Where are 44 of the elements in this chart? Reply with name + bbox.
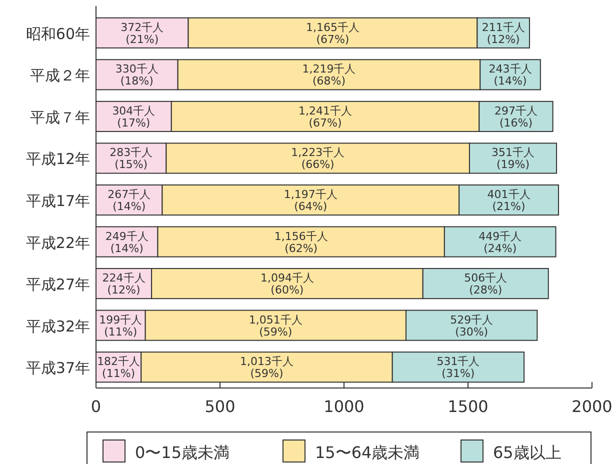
data-label: 224千人 (12%) [102, 272, 146, 297]
y-tick-label: 平成２年 [30, 66, 90, 85]
legend-label: 0〜15歳未満 [135, 443, 230, 462]
x-tick-label: 1000 [324, 397, 364, 416]
data-label: 1,094千人 (60%) [260, 272, 314, 297]
data-label: 372千人 (21%) [120, 20, 164, 46]
data-label: 249千人 (14%) [105, 230, 148, 255]
y-tick-label: 平成22年 [26, 234, 90, 252]
data-label: 1,197千人 (64%) [284, 188, 338, 213]
data-label: 304千人 (17%) [112, 104, 156, 130]
x-tick-label: 2000 [572, 397, 612, 416]
data-label: 297千人 (16%) [494, 104, 538, 130]
data-label: 1,013千人 (59%) [240, 355, 294, 380]
data-label: 1,165千人 (67%) [306, 20, 360, 46]
data-label: 1,223千人 (66%) [291, 146, 345, 172]
data-label: 330千人 (18%) [115, 62, 158, 88]
data-label: 401千人 (21%) [487, 188, 530, 213]
data-label: 351千人 (19%) [492, 146, 535, 172]
y-tick-label: 平成37年 [26, 359, 90, 378]
data-label: 1,219千人 (68%) [302, 62, 356, 88]
data-label: 283千人 (15%) [110, 146, 153, 172]
data-label: 182千人 (11%) [97, 355, 140, 380]
data-label: 1,051千人 (59%) [248, 313, 302, 338]
data-label: 449千人 (24%) [478, 230, 522, 255]
legend-label: 15〜64歳未満 [315, 443, 420, 462]
y-tick-label: 平成32年 [26, 317, 90, 336]
y-tick-label: 平成17年 [26, 192, 90, 210]
data-label: 1,241千人 (67%) [298, 104, 352, 130]
data-label: 211千人 (12%) [482, 20, 525, 46]
data-label: 531千人 (31%) [436, 355, 480, 380]
y-tick-label: 平成27年 [26, 276, 90, 294]
y-tick-label: 昭和60年 [26, 24, 90, 43]
x-tick-label: 0 [90, 397, 102, 416]
y-tick-label: 平成12年 [26, 150, 90, 168]
x-tick-label: 500 [204, 397, 236, 416]
data-label: 199千人 (11%) [99, 313, 142, 338]
data-label: 243千人 (14%) [488, 62, 532, 88]
y-tick-label: 平成７年 [30, 108, 90, 126]
legend-label: 65歳以上 [493, 443, 562, 462]
data-label: 529千人 (30%) [450, 313, 494, 338]
data-label: 267千人 (14%) [108, 188, 151, 213]
data-label: 506千人 (28%) [464, 272, 508, 297]
data-label: 1,156千人 (62%) [274, 230, 328, 255]
x-tick-label: 1500 [448, 397, 488, 416]
